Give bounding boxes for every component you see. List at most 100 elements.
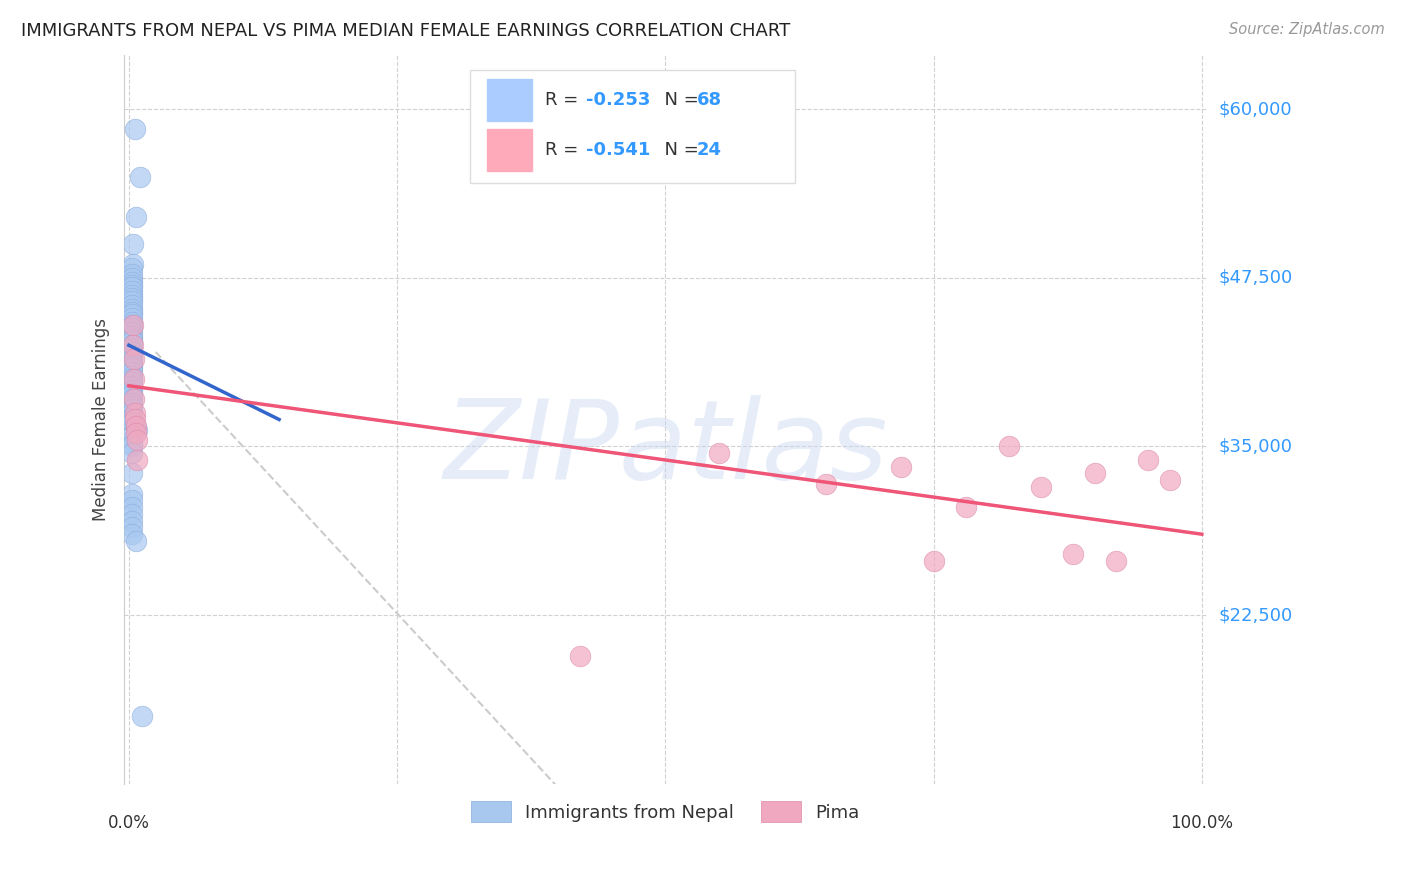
- Point: [1105, 554, 1128, 568]
- Point: [121, 318, 143, 332]
- Text: R =: R =: [546, 91, 583, 110]
- Point: [121, 288, 143, 302]
- Text: $47,500: $47,500: [1219, 268, 1292, 287]
- Point: [121, 507, 143, 521]
- Point: [121, 378, 143, 392]
- Text: R =: R =: [546, 141, 583, 159]
- Legend: Immigrants from Nepal, Pima: Immigrants from Nepal, Pima: [464, 794, 868, 830]
- Point: [121, 275, 143, 289]
- Point: [121, 486, 143, 500]
- Point: [121, 356, 143, 370]
- Point: [121, 520, 143, 534]
- Text: Source: ZipAtlas.com: Source: ZipAtlas.com: [1229, 22, 1385, 37]
- Point: [121, 493, 143, 508]
- Point: [890, 459, 912, 474]
- Point: [127, 433, 149, 447]
- Point: [121, 396, 143, 410]
- Point: [815, 477, 838, 491]
- Point: [121, 280, 143, 294]
- Point: [121, 399, 143, 413]
- Point: [121, 361, 143, 376]
- Point: [1137, 453, 1160, 467]
- Text: N =: N =: [654, 91, 704, 110]
- Point: [121, 334, 143, 349]
- Text: 0.0%: 0.0%: [108, 814, 150, 832]
- Point: [121, 359, 143, 373]
- Point: [997, 440, 1019, 454]
- Point: [121, 270, 143, 285]
- Point: [131, 709, 153, 723]
- Point: [121, 375, 143, 389]
- Text: $60,000: $60,000: [1219, 100, 1292, 118]
- Text: -0.253: -0.253: [586, 91, 651, 110]
- Point: [121, 385, 143, 400]
- Text: IMMIGRANTS FROM NEPAL VS PIMA MEDIAN FEMALE EARNINGS CORRELATION CHART: IMMIGRANTS FROM NEPAL VS PIMA MEDIAN FEM…: [21, 22, 790, 40]
- Y-axis label: Median Female Earnings: Median Female Earnings: [93, 318, 110, 521]
- Point: [121, 320, 143, 334]
- Point: [121, 345, 143, 359]
- Point: [122, 237, 145, 252]
- Text: $35,000: $35,000: [1219, 437, 1292, 456]
- Point: [121, 365, 143, 379]
- Point: [121, 412, 143, 426]
- Point: [121, 343, 143, 357]
- Point: [121, 315, 143, 329]
- Point: [121, 415, 143, 429]
- Point: [121, 311, 143, 326]
- Point: [121, 437, 143, 451]
- Point: [121, 369, 143, 384]
- Point: [121, 338, 143, 352]
- Point: [1159, 473, 1181, 487]
- Point: [1083, 467, 1105, 481]
- Point: [121, 261, 143, 276]
- Point: [568, 648, 591, 663]
- Point: [122, 257, 145, 271]
- Point: [125, 419, 148, 434]
- Point: [121, 351, 143, 366]
- Point: [121, 428, 143, 442]
- Point: [124, 406, 146, 420]
- Point: [121, 401, 143, 416]
- Point: [122, 392, 145, 407]
- Point: [121, 307, 143, 321]
- Point: [128, 169, 150, 184]
- Point: [121, 406, 143, 420]
- FancyBboxPatch shape: [470, 70, 796, 183]
- Point: [121, 388, 143, 402]
- Point: [124, 412, 146, 426]
- Text: 100.0%: 100.0%: [1170, 814, 1233, 832]
- Text: ZIPatlas: ZIPatlas: [443, 395, 887, 502]
- Text: N =: N =: [654, 141, 704, 159]
- Point: [121, 433, 143, 447]
- Point: [121, 301, 143, 316]
- Point: [121, 332, 143, 346]
- Point: [121, 514, 143, 528]
- FancyBboxPatch shape: [486, 128, 531, 171]
- Point: [707, 446, 730, 460]
- Point: [121, 277, 143, 292]
- Point: [124, 122, 146, 136]
- Point: [922, 554, 945, 568]
- Text: $22,500: $22,500: [1219, 607, 1292, 624]
- Point: [127, 423, 149, 437]
- Point: [955, 500, 977, 515]
- Point: [121, 348, 143, 362]
- Point: [121, 467, 143, 481]
- Point: [121, 293, 143, 308]
- Point: [121, 298, 143, 312]
- Point: [124, 419, 146, 434]
- Point: [121, 409, 143, 424]
- Point: [121, 392, 143, 407]
- Point: [125, 425, 148, 440]
- Point: [121, 372, 143, 386]
- Point: [121, 500, 143, 515]
- Point: [121, 291, 143, 305]
- Point: [121, 304, 143, 318]
- Point: [122, 338, 145, 352]
- Point: [121, 383, 143, 397]
- Text: -0.541: -0.541: [586, 141, 651, 159]
- Point: [122, 351, 145, 366]
- Point: [125, 533, 148, 548]
- Point: [121, 285, 143, 299]
- FancyBboxPatch shape: [486, 79, 531, 121]
